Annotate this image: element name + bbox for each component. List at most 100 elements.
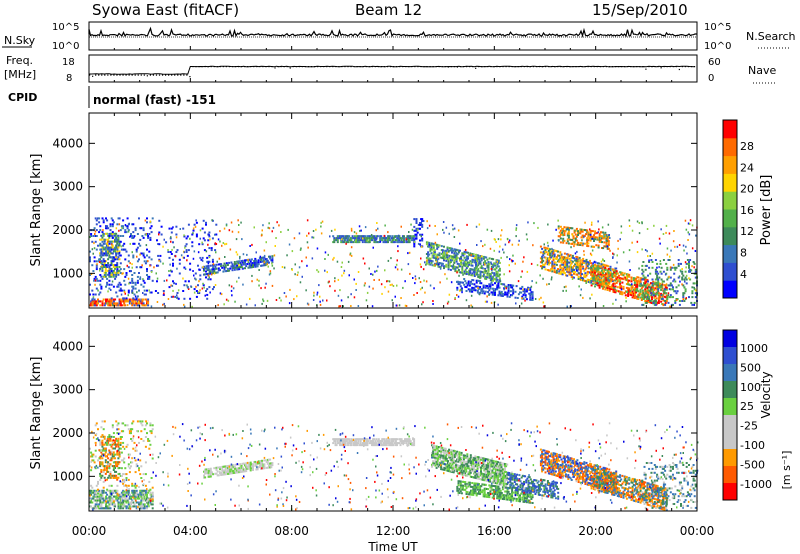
range-gate-cell	[433, 257, 436, 259]
range-gate-cell	[214, 267, 217, 270]
range-gate-cell	[91, 497, 94, 500]
range-gate-cell	[114, 470, 116, 473]
range-gate-cell	[659, 296, 661, 299]
range-gate-cell	[144, 219, 147, 222]
range-gate-cell	[636, 220, 639, 223]
range-gate-cell	[105, 495, 107, 498]
range-gate-cell	[540, 296, 542, 299]
range-gate-cell	[693, 282, 696, 285]
range-gate-cell	[250, 264, 253, 267]
range-gate-cell	[102, 507, 105, 510]
range-gate-cell	[138, 497, 140, 500]
range-gate-cell	[596, 276, 599, 279]
range-gate-cell	[573, 241, 576, 244]
range-gate-cell	[517, 280, 520, 283]
range-gate-cell	[109, 489, 112, 492]
range-gate-cell	[141, 489, 144, 492]
range-gate-cell	[111, 503, 114, 506]
range-gate-cell	[272, 226, 275, 229]
range-gate-cell	[456, 294, 458, 296]
range-gate-cell	[133, 491, 136, 494]
range-gate-cell	[215, 267, 218, 270]
range-gate-cell	[176, 249, 179, 252]
range-gate-cell	[108, 267, 111, 270]
range-gate-cell	[349, 239, 352, 242]
range-gate-cell	[455, 252, 458, 255]
range-gate-cell	[94, 235, 97, 237]
range-gate-cell	[135, 495, 138, 498]
range-gate-cell	[127, 484, 130, 487]
range-gate-cell	[90, 469, 93, 472]
range-gate-cell	[557, 250, 559, 253]
range-gate-cell	[135, 250, 138, 253]
range-gate-cell	[528, 292, 531, 295]
range-gate-cell	[131, 439, 134, 442]
range-gate-cell	[599, 281, 602, 284]
range-gate-cell	[134, 493, 137, 496]
range-gate-cell	[130, 438, 132, 440]
range-gate-cell	[459, 259, 461, 262]
range-gate-cell	[102, 219, 105, 222]
nave-point	[396, 66, 398, 68]
range-gate-cell	[122, 272, 124, 275]
range-gate-cell	[112, 250, 115, 253]
colorbar-cell	[723, 209, 737, 228]
range-gate-cell	[508, 284, 511, 287]
range-gate-cell	[116, 242, 119, 245]
range-gate-cell	[135, 298, 138, 301]
range-gate-cell	[552, 264, 555, 267]
range-gate-cell	[603, 237, 606, 240]
nave-point	[265, 66, 267, 68]
range-gate-cell	[254, 265, 257, 268]
range-gate-cell	[247, 266, 250, 269]
range-gate-cell	[226, 472, 229, 475]
range-gate-cell	[490, 279, 493, 282]
range-gate-cell	[332, 258, 334, 261]
range-gate-cell	[549, 252, 552, 255]
range-gate-cell	[237, 231, 240, 234]
range-gate-cell	[665, 288, 668, 291]
range-gate-cell	[114, 495, 117, 498]
range-gate-cell	[110, 275, 113, 278]
range-gate-cell	[119, 254, 122, 257]
nave-point	[645, 68, 647, 70]
range-gate-cell	[185, 249, 188, 252]
range-gate-cell	[694, 292, 697, 295]
range-gate-cell	[227, 299, 230, 302]
range-gate-cell	[541, 265, 544, 268]
range-gate-cell	[660, 272, 663, 275]
range-gate-cell	[89, 274, 91, 276]
range-gate-cell	[401, 237, 404, 240]
nave-point	[636, 66, 638, 68]
range-gate-cell	[573, 257, 575, 260]
range-gate-cell	[99, 274, 102, 276]
range-gate-cell	[139, 473, 142, 476]
range-gate-cell	[350, 305, 352, 307]
range-gate-cell	[619, 290, 622, 293]
range-gate-cell	[459, 257, 461, 260]
nave-point	[320, 66, 322, 68]
range-gate-cell	[124, 467, 127, 470]
range-gate-cell	[213, 467, 216, 470]
range-gate-cell	[664, 273, 667, 276]
range-gate-cell	[592, 271, 595, 274]
range-gate-cell	[656, 262, 659, 265]
range-gate-cell	[589, 233, 592, 236]
range-gate-cell	[559, 237, 562, 240]
range-gate-cell	[692, 261, 695, 263]
range-gate-cell	[223, 465, 226, 468]
range-gate-cell	[342, 235, 345, 238]
range-gate-cell	[115, 266, 118, 268]
range-gate-cell	[94, 283, 96, 286]
range-gate-cell	[133, 441, 136, 444]
range-gate-cell	[639, 290, 642, 293]
range-gate-cell	[443, 231, 445, 234]
range-gate-cell	[465, 255, 468, 258]
range-gate-cell	[108, 434, 111, 437]
range-gate-cell	[350, 239, 353, 242]
range-gate-cell	[148, 499, 151, 502]
range-gate-cell	[599, 265, 602, 268]
range-gate-cell	[126, 493, 129, 496]
range-gate-cell	[603, 241, 606, 244]
range-gate-cell	[220, 472, 223, 474]
